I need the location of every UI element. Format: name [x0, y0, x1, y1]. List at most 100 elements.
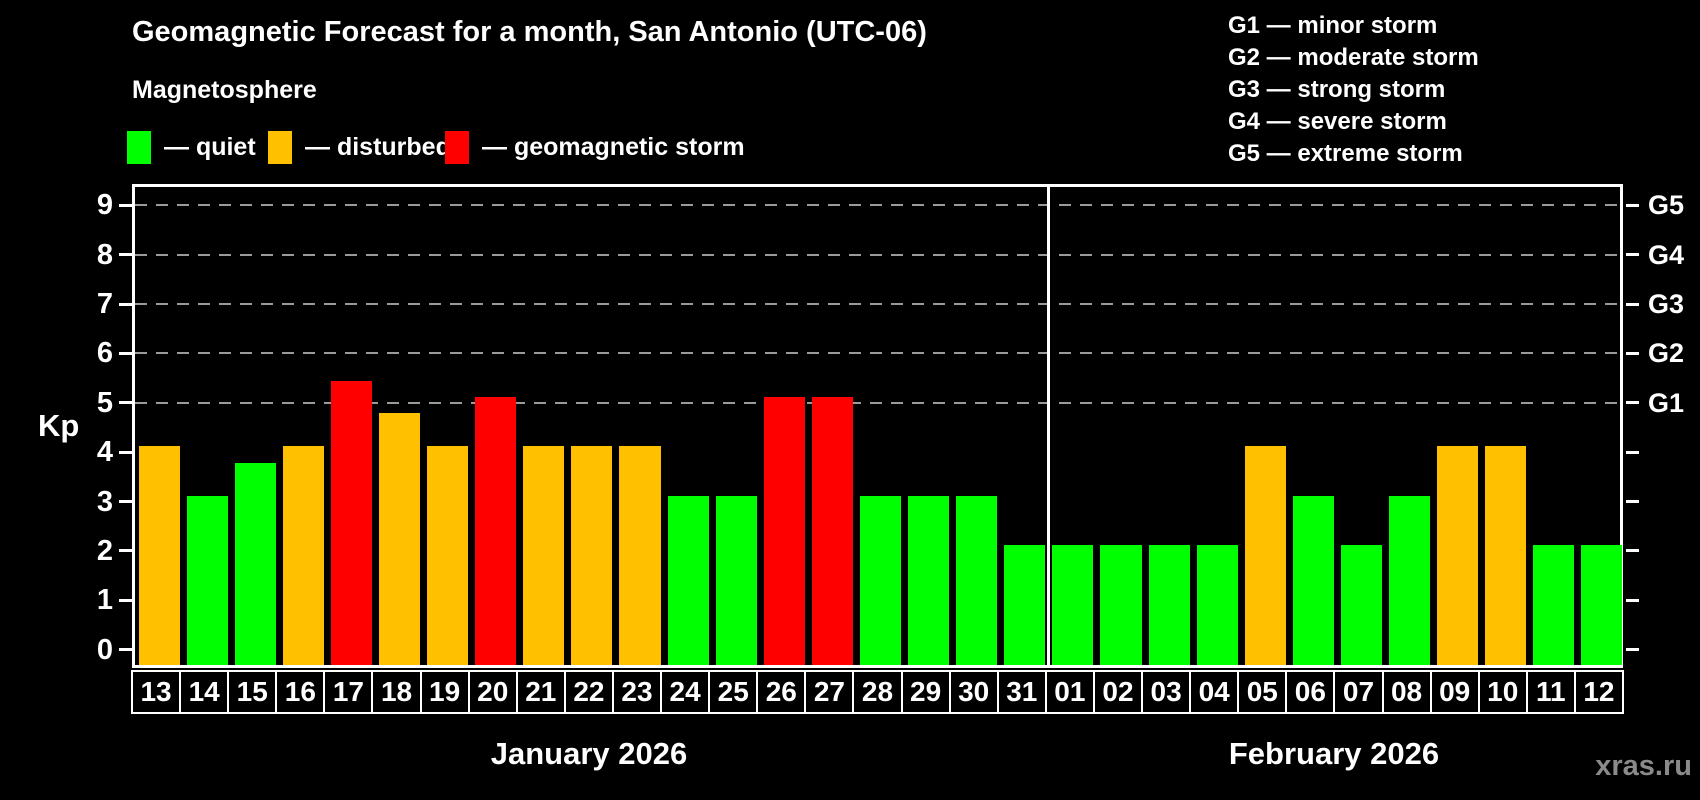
day-label-february-03: 03	[1141, 670, 1192, 714]
y-axis-label-7: 7	[96, 288, 113, 321]
kp-bar-january-23	[619, 446, 661, 665]
month-label-january: January 2026	[490, 736, 688, 771]
y-axis-label-3: 3	[96, 485, 113, 518]
day-label-february-07: 07	[1333, 670, 1384, 714]
g-legend-line-2: G2 — moderate storm	[1228, 44, 1479, 71]
kp-bar-february-01	[1052, 544, 1094, 665]
left-tick-3	[119, 500, 132, 504]
g-legend-line-5: G5 — extreme storm	[1228, 140, 1463, 167]
disturbed-color-swatch	[268, 130, 292, 164]
g-legend-line-4: G4 — severe storm	[1228, 108, 1447, 135]
left-tick-9	[119, 203, 132, 207]
legend-item-quiet: — quiet	[127, 128, 256, 166]
day-label-february-02: 02	[1092, 670, 1144, 714]
right-axis-label-g2: G2	[1648, 338, 1685, 369]
gridline-kp-8	[135, 253, 1620, 256]
day-label-january-21: 21	[515, 670, 566, 714]
left-tick-5	[119, 401, 132, 405]
day-label-january-27: 27	[804, 670, 855, 714]
gridline-kp-6	[135, 352, 1620, 355]
day-label-january-23: 23	[611, 670, 663, 714]
kp-bar-january-20	[475, 396, 517, 665]
y-axis-label-9: 9	[96, 189, 113, 222]
y-axis-label-4: 4	[96, 436, 113, 469]
left-tick-6	[119, 351, 132, 355]
kp-bar-january-15	[234, 462, 276, 665]
kp-bar-february-08	[1389, 495, 1431, 665]
x-axis-day-labels: 13 14 15 16 17 18 19 20 21 22 23 24 25 26 27 28 29 30 31 01…	[131, 670, 1629, 714]
right-tick-6	[1626, 351, 1639, 355]
day-label-january-15: 15	[227, 670, 278, 714]
watermark-xras: xras.ru	[1595, 750, 1692, 782]
day-label-january-22: 22	[563, 670, 614, 714]
kp-bar-february-06	[1292, 495, 1334, 665]
right-axis-label-g3: G3	[1648, 289, 1685, 320]
left-tick-8	[119, 253, 132, 257]
left-tick-0	[119, 648, 132, 652]
right-tick-5	[1626, 401, 1639, 405]
day-label-january-24: 24	[660, 670, 711, 714]
storm-color-swatch	[445, 130, 469, 164]
left-tick-4	[119, 450, 132, 454]
right-tick-8	[1626, 253, 1639, 257]
right-tick-1	[1626, 598, 1639, 602]
kp-bar-february-04	[1196, 544, 1238, 665]
kp-bar-february-07	[1340, 544, 1382, 665]
day-label-january-30: 30	[948, 670, 999, 714]
day-label-february-04: 04	[1189, 670, 1240, 714]
kp-bar-january-26	[763, 396, 805, 665]
kp-bar-january-22	[571, 446, 613, 665]
legend-label-quiet: — quiet	[164, 132, 256, 161]
month-label-february: February 2026	[1228, 736, 1440, 771]
kp-bar-chart-plot-area: 0 1 2 3 4 5 G1 6 G2 7 G3 8 G4 9 G5	[97, 184, 1684, 668]
day-label-january-31: 31	[996, 670, 1047, 714]
quiet-color-swatch	[127, 130, 151, 164]
right-tick-0	[1626, 648, 1639, 652]
kp-bar-february-10	[1485, 446, 1527, 665]
y-axis-label-1: 1	[96, 584, 113, 617]
day-label-february-01: 01	[1044, 670, 1095, 714]
kp-bar-january-18	[378, 413, 421, 665]
right-axis-label-g4: G4	[1648, 239, 1685, 270]
day-label-january-20: 20	[467, 670, 518, 714]
right-tick-2	[1626, 549, 1639, 553]
day-label-january-14: 14	[179, 670, 230, 714]
legend-label-disturbed: — disturbed	[305, 132, 451, 161]
gridline-kp-9	[135, 204, 1620, 207]
day-label-january-26: 26	[756, 670, 807, 714]
kp-bar-january-25	[715, 495, 757, 665]
kp-bar-february-02	[1100, 544, 1142, 665]
legend-item-storm: — geomagnetic storm	[445, 128, 745, 166]
y-axis-label-0: 0	[96, 633, 113, 666]
kp-bar-january-28	[859, 495, 902, 665]
kp-bar-january-13	[138, 446, 180, 665]
chart-title: Geomagnetic Forecast for a month, San An…	[132, 16, 927, 48]
day-label-february-05: 05	[1237, 670, 1288, 714]
day-label-february-09: 09	[1429, 670, 1480, 714]
day-label-february-12: 12	[1573, 670, 1624, 714]
kp-bar-january-31	[1004, 544, 1046, 665]
g-legend-line-1: G1 — minor storm	[1228, 12, 1438, 39]
gridline-kp-7	[135, 303, 1620, 306]
y-axis-label-2: 2	[96, 534, 113, 567]
left-tick-1	[119, 598, 132, 602]
day-label-january-16: 16	[275, 670, 326, 714]
month-boundary-line	[1047, 187, 1051, 665]
day-label-january-13: 13	[131, 670, 182, 714]
y-axis-label-6: 6	[96, 337, 113, 370]
legend-label-storm: — geomagnetic storm	[482, 132, 745, 161]
kp-bar-january-29	[908, 495, 950, 665]
day-label-january-29: 29	[900, 670, 951, 714]
right-tick-9	[1626, 203, 1639, 207]
right-axis-label-g1: G1	[1648, 387, 1685, 418]
y-axis-title: Kp	[38, 408, 80, 443]
right-tick-4	[1626, 450, 1639, 454]
day-label-february-11: 11	[1525, 670, 1576, 714]
day-label-january-28: 28	[852, 670, 903, 714]
kp-bar-february-03	[1148, 544, 1190, 665]
right-tick-7	[1626, 302, 1639, 306]
day-label-january-25: 25	[708, 670, 759, 714]
kp-bar-february-05	[1244, 446, 1286, 665]
day-label-february-06: 06	[1285, 670, 1336, 714]
kp-bar-january-14	[186, 495, 228, 665]
